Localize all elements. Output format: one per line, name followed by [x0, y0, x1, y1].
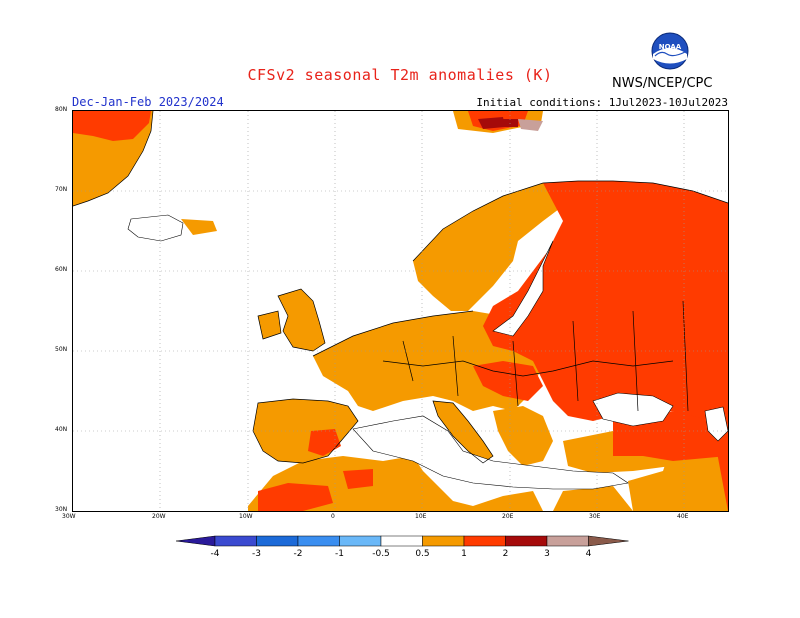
lon-tick: 10W — [239, 513, 253, 520]
colorbar-label: -0.5 — [372, 549, 390, 559]
colorbar-label: 2 — [503, 549, 509, 559]
anomaly-3-4-fill — [518, 119, 543, 131]
colorbar-arrow-low — [175, 535, 216, 547]
colorbar-swatch — [380, 535, 423, 547]
colorbar-swatch — [214, 535, 257, 547]
map-title: CFSv2 seasonal T2m anomalies (K) — [247, 66, 553, 84]
colorbar-label: -2 — [294, 549, 303, 559]
lat-tick: 80N — [55, 106, 68, 113]
europe-map — [72, 110, 729, 512]
lon-tick: 30W — [62, 513, 76, 520]
lon-tick: 40E — [677, 513, 689, 520]
agency-label: NWS/NCEP/CPC — [612, 76, 713, 91]
colorbar-swatch — [339, 535, 382, 547]
lat-tick: 50N — [55, 346, 68, 353]
colorbar-label: 4 — [586, 549, 592, 559]
initial-conditions-label: Initial conditions: 1Jul2023-10Jul2023 — [476, 96, 728, 109]
colorbar-label: -3 — [252, 549, 261, 559]
lon-tick: 30E — [589, 513, 601, 520]
lat-tick: 40N — [55, 426, 68, 433]
lon-tick: 20E — [502, 513, 514, 520]
lon-tick: 0 — [331, 513, 335, 520]
lon-tick: 20W — [152, 513, 166, 520]
coastlines — [73, 111, 728, 464]
colorbar-swatch — [505, 535, 548, 547]
anomaly-2-3-fill — [478, 117, 518, 129]
colorbar-swatch — [256, 535, 299, 547]
lat-tick: 30N — [55, 506, 68, 513]
lat-tick: 70N — [55, 186, 68, 193]
lat-tick: 60N — [55, 266, 68, 273]
anomaly-map-svg — [73, 111, 728, 511]
lon-tick: 10E — [415, 513, 427, 520]
colorbar-swatch — [546, 535, 589, 547]
colorbar-swatch — [297, 535, 340, 547]
colorbar-label: 1 — [461, 549, 467, 559]
colorbar-swatch — [463, 535, 506, 547]
colorbar-label: -4 — [211, 549, 220, 559]
colorbar-swatch — [422, 535, 465, 547]
colorbar-arrow-high — [588, 535, 629, 547]
season-label: Dec-Jan-Feb 2023/2024 — [72, 95, 224, 109]
graticule — [73, 111, 728, 511]
colorbar-label: 0.5 — [415, 549, 429, 559]
colorbar-label: 3 — [544, 549, 550, 559]
sea-areas — [352, 240, 728, 490]
logo-text: NOAA — [659, 43, 682, 51]
noaa-logo: NOAA — [651, 32, 689, 70]
colorbar-label: -1 — [335, 549, 344, 559]
